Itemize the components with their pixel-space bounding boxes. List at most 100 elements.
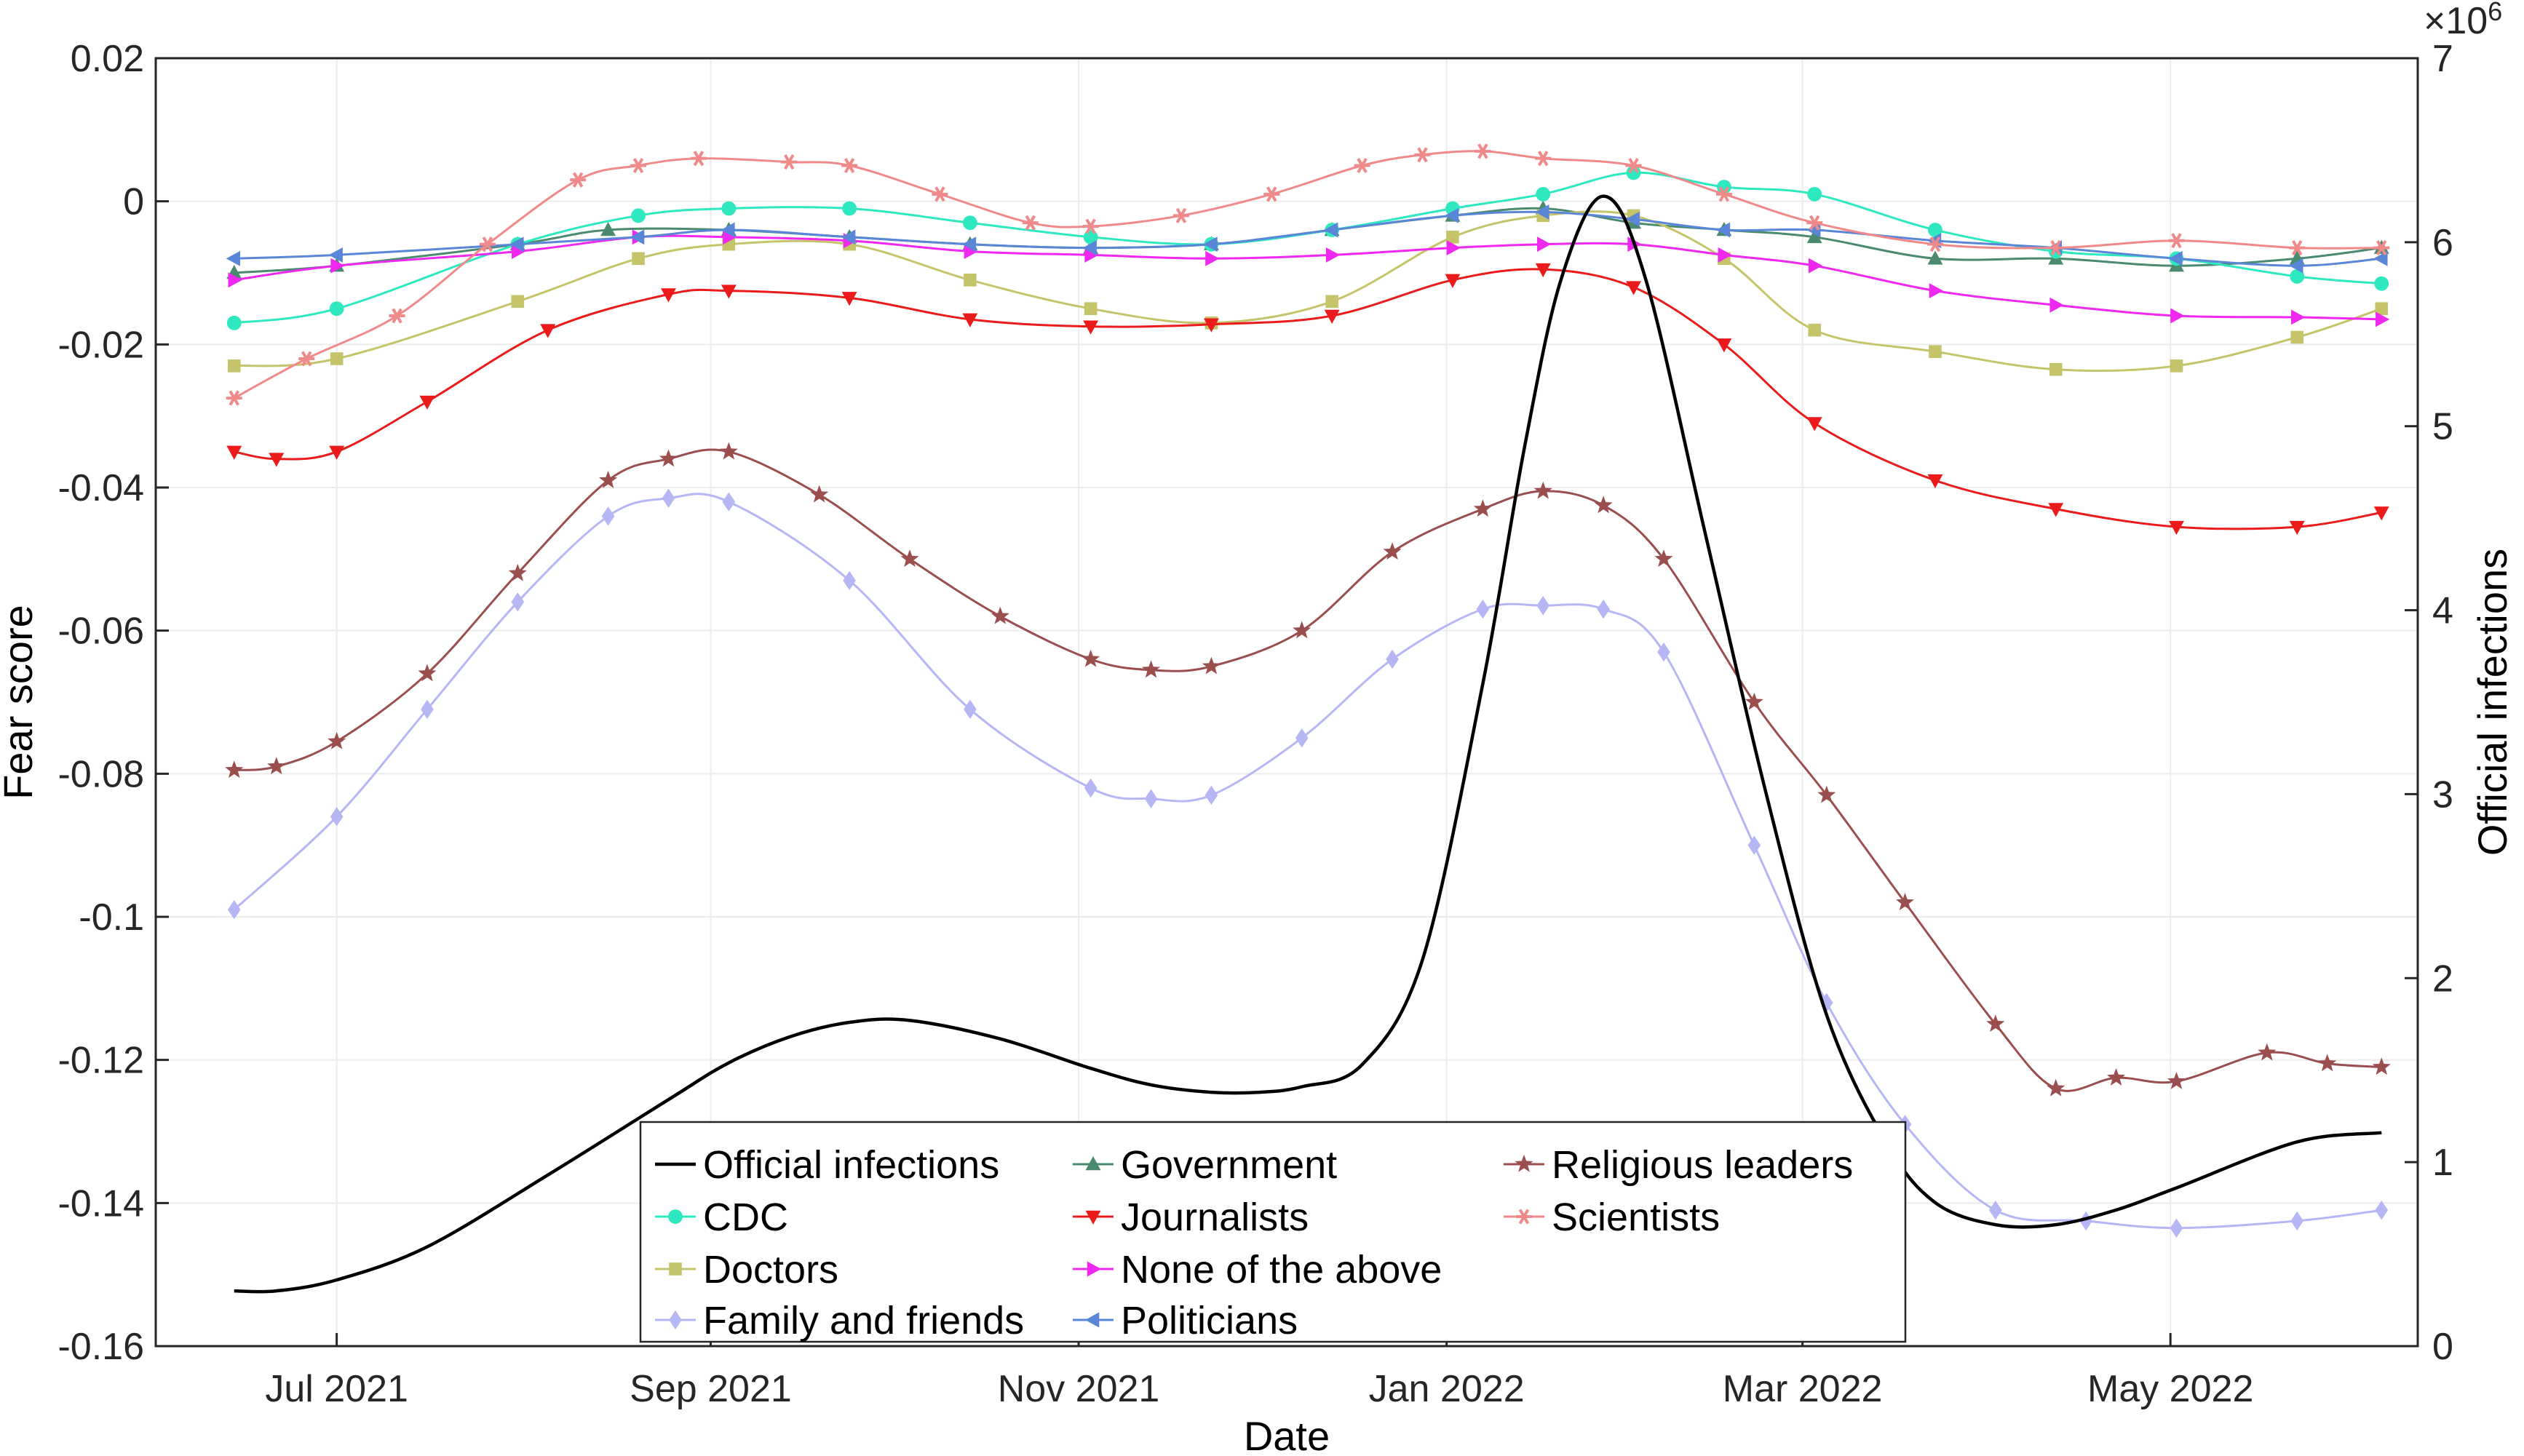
data-point-family-and-friends — [2079, 1211, 2092, 1231]
data-point-politicians — [328, 247, 343, 263]
data-point-cdc — [2290, 269, 2305, 284]
data-point-journalists — [721, 285, 737, 299]
data-point-family-and-friends — [511, 592, 525, 612]
data-point-religious-leaders — [1895, 893, 1915, 911]
data-point-journalists — [1535, 263, 1551, 278]
series-line-family-and-friends — [233, 493, 2382, 1230]
data-point-journalists — [226, 445, 242, 460]
legend-label: None of the above — [1121, 1248, 1442, 1292]
y-tick-label: -0.02 — [57, 324, 144, 366]
y-tick-label: -0.12 — [57, 1040, 144, 1082]
x-tick-label: Mar 2022 — [1723, 1368, 1883, 1410]
data-point-none-of-the-above — [228, 272, 242, 288]
data-point-scientists — [841, 157, 858, 174]
data-point-religious-leaders — [1293, 621, 1311, 639]
data-point-scientists — [690, 151, 707, 167]
data-point-politicians — [1625, 211, 1640, 227]
data-point-doctors — [1446, 231, 1459, 244]
data-point-scientists — [389, 308, 405, 324]
data-point-cdc — [962, 215, 977, 231]
legend-label: Journalists — [1121, 1196, 1309, 1239]
data-point-journalists — [2169, 520, 2184, 536]
data-point-scientists — [2168, 233, 2185, 249]
legend-swatch-marker — [1516, 1209, 1532, 1225]
legend-swatch-marker — [669, 1262, 682, 1276]
data-point-religious-leaders — [1082, 649, 1100, 667]
data-point-family-and-friends — [1747, 835, 1761, 855]
data-point-journalists — [1445, 274, 1461, 288]
data-point-religious-leaders — [2318, 1054, 2337, 1072]
data-point-none-of-the-above — [512, 244, 526, 259]
legend-box — [639, 1121, 1907, 1343]
tick-layer: 0.02 0 -0.02 -0.04 -0.06 -0.08 -0.1 -0.12 -0.14 -… — [57, 38, 2453, 1410]
data-point-journalists — [661, 288, 676, 303]
y-tick-label: -0.14 — [57, 1182, 144, 1225]
data-point-doctors — [330, 352, 344, 365]
data-point-cdc — [1807, 186, 1822, 202]
data-point-religious-leaders — [991, 606, 1009, 624]
data-point-journalists — [1626, 281, 1642, 295]
data-point-family-and-friends — [1144, 789, 1158, 808]
y-tick-label: 0 — [123, 181, 144, 223]
data-point-scientists — [781, 154, 798, 170]
data-point-none-of-the-above — [1205, 250, 1220, 266]
data-point-religious-leaders — [719, 442, 738, 460]
legend-label: Scientists — [1552, 1196, 1720, 1239]
data-point-scientists — [1806, 215, 1823, 231]
data-point-journalists — [1806, 417, 1822, 431]
data-point-doctors — [1084, 302, 1098, 315]
right-y-axis-label: Official infections — [2469, 549, 2515, 856]
data-point-politicians — [1444, 207, 1459, 223]
data-point-religious-leaders — [2047, 1078, 2065, 1097]
data-point-religious-leaders — [418, 664, 437, 682]
data-point-none-of-the-above — [1325, 247, 1341, 263]
data-point-politicians — [630, 229, 645, 245]
data-point-cdc — [721, 201, 737, 216]
data-point-family-and-friends — [843, 570, 856, 591]
data-point-journalists — [1324, 309, 1340, 324]
data-point-doctors — [227, 359, 241, 373]
data-point-scientists — [570, 172, 587, 188]
data-point-doctors — [1325, 295, 1338, 309]
data-point-scientists — [298, 351, 315, 367]
series-journalists — [226, 263, 2389, 536]
data-point-religious-leaders — [1141, 660, 1161, 678]
data-point-scientists — [2289, 240, 2306, 256]
data-point-journalists — [329, 445, 345, 460]
data-point-religious-leaders — [1383, 542, 1402, 560]
right-axis-exponent-power: 6 — [2488, 0, 2502, 26]
data-point-religious-leaders — [1654, 549, 1673, 568]
data-point-religious-leaders — [810, 485, 829, 503]
data-point-scientists — [226, 390, 242, 406]
legend-item-scientists: Scientists — [1504, 1196, 1720, 1239]
y-tick-label: -0.08 — [57, 753, 144, 795]
y-right-tick-label: 1 — [2432, 1142, 2453, 1184]
data-point-politicians — [1324, 222, 1338, 238]
data-point-journalists — [962, 313, 978, 327]
legend-label: Politicians — [1121, 1299, 1298, 1342]
data-point-politicians — [1715, 222, 1731, 238]
data-point-scientists — [1715, 186, 1732, 202]
y-right-tick-label: 6 — [2432, 222, 2453, 264]
data-point-journalists — [1927, 474, 1943, 489]
data-point-none-of-the-above — [2049, 297, 2064, 313]
series-religious-leaders — [225, 442, 2391, 1097]
data-point-politicians — [841, 229, 856, 245]
data-point-cdc — [631, 208, 646, 223]
data-point-journalists — [419, 395, 435, 410]
data-point-politicians — [721, 222, 735, 238]
data-point-scientists — [1926, 236, 1943, 252]
series-official-infections — [234, 194, 2382, 1294]
legend-item-doctors: Doctors — [655, 1248, 838, 1292]
plot-frame — [154, 57, 2419, 1348]
data-point-family-and-friends — [2375, 1200, 2389, 1220]
data-point-journalists — [2289, 520, 2305, 536]
data-point-family-and-friends — [1205, 785, 1218, 805]
data-point-none-of-the-above — [2170, 308, 2185, 324]
data-point-politicians — [2168, 250, 2183, 266]
data-point-none-of-the-above — [2290, 309, 2306, 325]
data-point-religious-leaders — [1533, 481, 1552, 499]
data-point-scientists — [932, 186, 948, 202]
data-point-scientists — [630, 157, 647, 174]
data-point-politicians — [961, 236, 977, 252]
